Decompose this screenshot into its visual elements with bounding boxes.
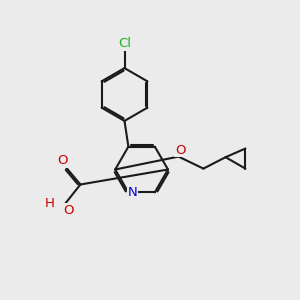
Text: N: N: [128, 186, 138, 199]
Text: Cl: Cl: [118, 37, 131, 50]
Text: O: O: [57, 154, 68, 167]
Text: O: O: [175, 143, 185, 157]
Text: H: H: [45, 197, 54, 210]
Text: O: O: [63, 203, 74, 217]
